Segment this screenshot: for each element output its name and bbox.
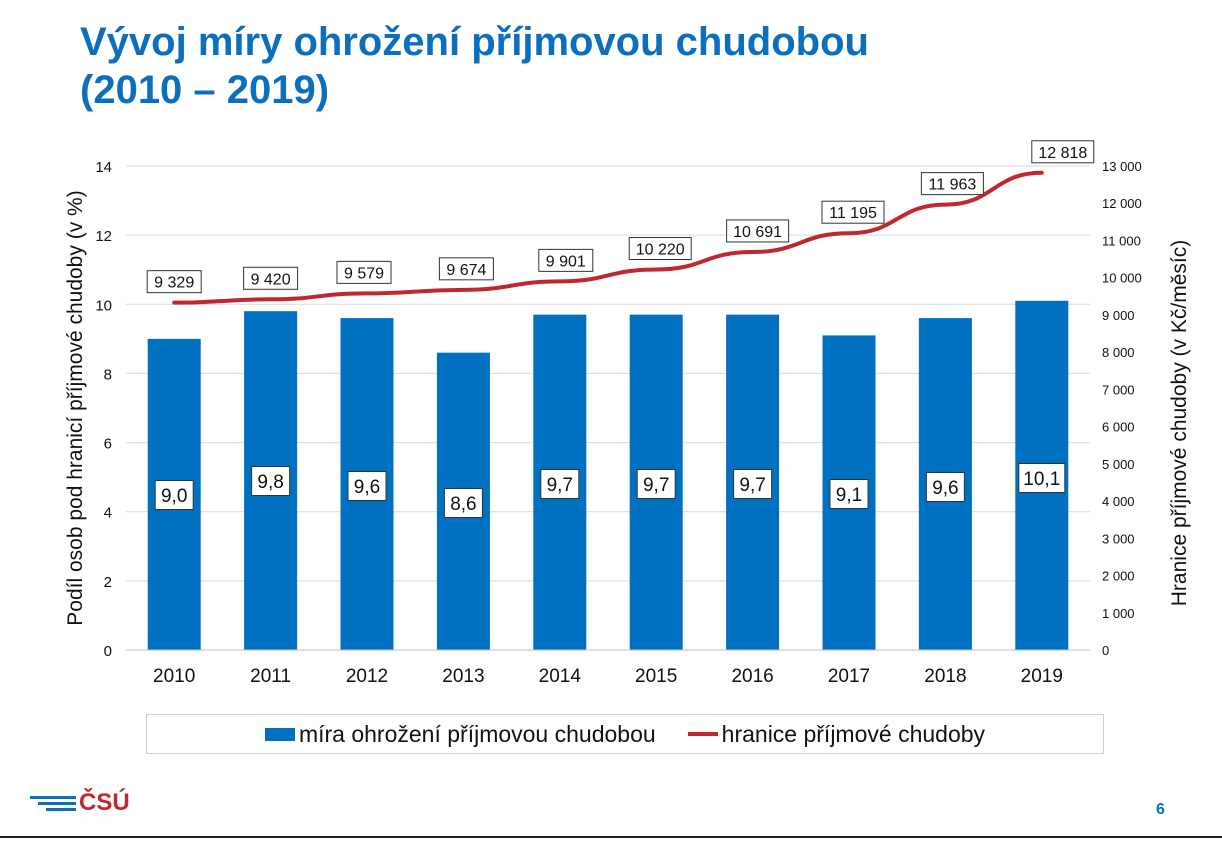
line-label-box xyxy=(726,219,790,243)
bar-label-box xyxy=(443,488,483,518)
bar-data-label: 9,6 xyxy=(354,477,380,498)
x-tick-label: 2015 xyxy=(635,666,677,687)
y-tick-label: 14 xyxy=(95,159,112,176)
y-tick-label: 10 xyxy=(95,297,112,314)
y2-tick-label: 6 000 xyxy=(1102,420,1135,435)
page-number: 6 xyxy=(1156,801,1165,818)
bar-label-box xyxy=(829,479,869,509)
line-data-label: 12 818 xyxy=(1038,145,1087,162)
line-label-box xyxy=(1031,140,1095,164)
line-series xyxy=(172,170,1044,305)
legend-swatch-bar xyxy=(264,727,295,741)
bar-label-box xyxy=(347,471,387,501)
title-line-2: (2010 – 2019) xyxy=(80,68,330,112)
y2-tick-label: 8 000 xyxy=(1102,345,1135,360)
y2-tick-label: 5 000 xyxy=(1102,457,1135,472)
y-tick-label: 4 xyxy=(104,505,112,522)
y2-tick-label: 2 000 xyxy=(1102,569,1135,584)
y-tick-label: 2 xyxy=(104,574,112,591)
bar-label-box xyxy=(1018,463,1066,493)
y2-tick-label: 13 000 xyxy=(1102,159,1142,174)
y2-tick-label: 1 000 xyxy=(1102,606,1135,621)
line-label-box xyxy=(243,266,299,290)
bar-data-label: 9,6 xyxy=(932,478,958,499)
line-label-box xyxy=(538,248,594,272)
x-tick-label: 2014 xyxy=(539,666,582,687)
bar-data-label: 9,8 xyxy=(257,472,283,493)
axes: 0 2 4 6 8 10 12 14 0 1 000 2 000 3 000 4 000 5 000 6 0… xyxy=(95,159,1141,687)
y2-tick-label: 10 000 xyxy=(1102,271,1142,286)
y2-tick-label: 11 000 xyxy=(1102,233,1141,248)
bar-data-label: 8,6 xyxy=(450,494,476,515)
y-axis-title: Podíl osob pod hranicí příjmové chudoby … xyxy=(64,190,87,625)
line-label-box xyxy=(336,260,392,284)
y2-tick-label: 3 000 xyxy=(1102,531,1135,546)
bar-label-box xyxy=(925,472,965,502)
x-tick-label: 2011 xyxy=(250,666,291,687)
bar-data-label: 9,7 xyxy=(739,475,765,496)
line-data-label: 11 963 xyxy=(929,177,977,194)
title-line-1: Vývoj míry ohrožení příjmovou chudobou xyxy=(80,20,869,64)
legend-label-bar: míra ohrožení příjmovou chudobou xyxy=(298,720,656,747)
x-tick-label: 2018 xyxy=(924,666,966,687)
line-label-box xyxy=(920,172,984,196)
y2-tick-label: 12 000 xyxy=(1102,196,1142,211)
line-data-label: 9 674 xyxy=(446,262,486,279)
legend-item-line: hranice příjmové chudoby xyxy=(687,720,986,748)
bottom-divider xyxy=(0,836,1222,838)
line-label-box xyxy=(146,270,202,294)
x-tick-label: 2019 xyxy=(1021,666,1063,687)
bar-label-box xyxy=(251,466,291,496)
bar-data-labels: 9,0 9,8 9,6 8,6 9,7 9,7 9,7 9,1 9,6 10,1 xyxy=(154,463,1066,518)
bar-label-box xyxy=(636,469,676,499)
page-title: Vývoj míry ohrožení příjmovou chudobou (… xyxy=(80,18,1180,114)
x-tick-label: 2017 xyxy=(828,666,870,687)
y2-tick-label: 9 000 xyxy=(1102,308,1135,323)
line-data-label: 9 329 xyxy=(154,275,194,292)
y2-tick-label: 0 xyxy=(1102,643,1109,658)
y2-axis-title: Hranice příjmové chudoby (v Kč/měsíc) xyxy=(1168,240,1191,606)
y-tick-label: 6 xyxy=(104,436,112,453)
bar-data-label: 9,0 xyxy=(161,486,187,507)
line-label-box xyxy=(628,237,692,261)
y2-tick-label: 4 000 xyxy=(1102,494,1135,509)
csu-logo: ČSÚ xyxy=(30,789,130,817)
y-tick-label: 0 xyxy=(104,643,112,660)
line-label-box xyxy=(821,200,885,224)
x-tick-label: 2012 xyxy=(346,666,388,687)
bar-data-label: 9,1 xyxy=(836,485,862,506)
y-tick-label: 12 xyxy=(95,228,112,245)
legend-label-line: hranice příjmové chudoby xyxy=(721,720,986,747)
bar-data-label: 10,1 xyxy=(1023,469,1060,490)
line-data-label: 9 420 xyxy=(251,271,291,288)
y-tick-label: 8 xyxy=(104,366,112,383)
bar-data-label: 9,7 xyxy=(547,475,573,496)
line-data-label: 9 579 xyxy=(344,265,384,282)
line-data-labels: 9 329 9 420 9 579 9 674 9 901 10 220 10 691 11 … xyxy=(146,140,1095,294)
logo-lines-icon xyxy=(30,794,76,812)
legend-item-bar: míra ohrožení příjmovou chudobou xyxy=(264,720,656,748)
x-tick-label: 2016 xyxy=(731,666,773,687)
bar-label-box xyxy=(154,480,194,510)
line-data-label: 9 901 xyxy=(546,253,586,270)
line-label-box xyxy=(438,257,494,281)
bar-label-box xyxy=(540,469,580,499)
legend-swatch-line xyxy=(687,732,718,736)
y2-tick-label: 7 000 xyxy=(1102,382,1135,397)
x-tick-label: 2013 xyxy=(442,666,484,687)
bar-label-box xyxy=(733,469,773,499)
line-data-label: 10 691 xyxy=(733,224,782,241)
poverty-threshold-line xyxy=(172,170,1044,305)
logo-text: ČSÚ xyxy=(79,789,130,816)
legend: míra ohrožení příjmovou chudobou hranice… xyxy=(146,714,1104,754)
bar-data-label: 9,7 xyxy=(643,475,669,496)
x-tick-label: 2010 xyxy=(153,666,195,687)
poverty-chart: 9,0 9,8 9,6 8,6 9,7 9,7 9,7 9,1 9,6 10,1 9 329 9 4… xyxy=(64,140,1191,687)
line-data-label: 10 220 xyxy=(636,242,685,259)
line-data-label: 11 195 xyxy=(829,205,877,222)
